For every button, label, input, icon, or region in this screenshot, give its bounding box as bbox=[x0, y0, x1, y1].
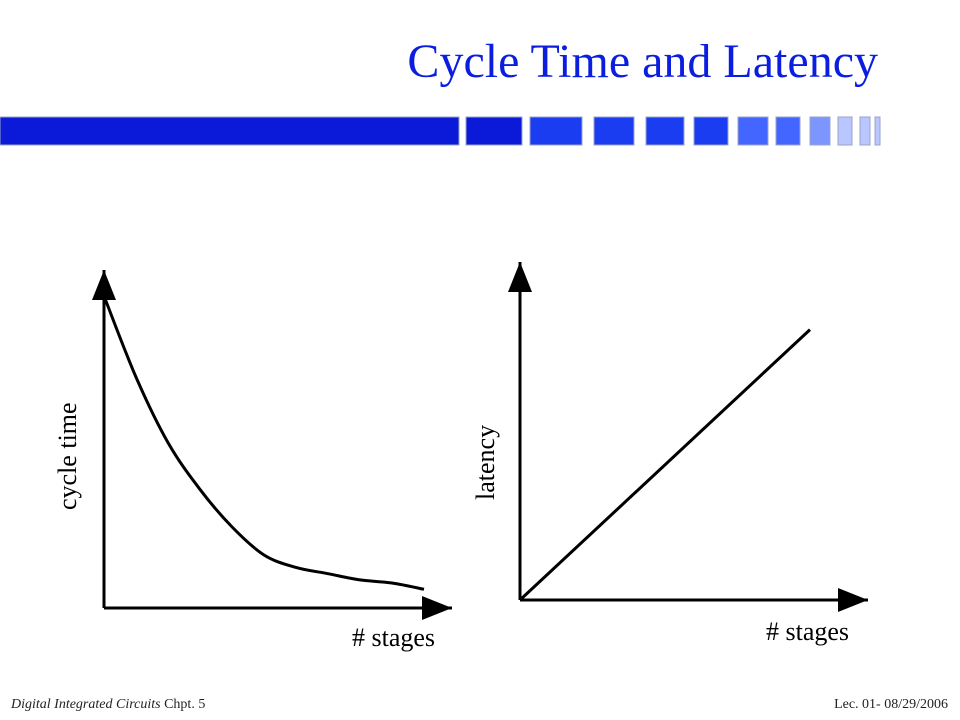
title-bar-segment-7 bbox=[737, 116, 769, 146]
title-bar-segment-8 bbox=[775, 116, 801, 146]
latency-x-label: # stages bbox=[766, 617, 849, 646]
latency-chart: # stages latency bbox=[471, 262, 868, 646]
title-bar-segment-9 bbox=[809, 116, 831, 146]
slide-title: Cycle Time and Latency bbox=[407, 35, 878, 88]
latency-series-line bbox=[518, 328, 812, 602]
latency-y-label: latency bbox=[471, 425, 500, 500]
footer-chapter: Chpt. 5 bbox=[164, 697, 206, 712]
footer-course: Digital Integrated Circuits bbox=[11, 697, 161, 712]
footer-left: Digital Integrated Circuits Chpt. 5 bbox=[11, 697, 205, 713]
title-bar-segment-3 bbox=[529, 116, 583, 146]
cycle-time-chart: # stages cycle time bbox=[53, 270, 452, 652]
title-bar-segment-12 bbox=[874, 116, 881, 146]
cycle-time-y-label: cycle time bbox=[53, 402, 82, 510]
title-bar-segment-1 bbox=[0, 116, 460, 146]
title-bar-segment-10 bbox=[837, 116, 853, 146]
title-bar-segment-5 bbox=[645, 116, 685, 146]
title-decoration-bar bbox=[0, 116, 881, 146]
title-bar-segment-6 bbox=[693, 116, 729, 146]
title-bar-segment-4 bbox=[593, 116, 635, 146]
title-bar-segment-11 bbox=[859, 116, 871, 146]
cycle-time-series-line bbox=[102, 295, 425, 591]
title-bar-segment-2 bbox=[465, 116, 523, 146]
footer-right: Lec. 01- 08/29/2006 bbox=[834, 697, 948, 712]
cycle-time-x-label: # stages bbox=[352, 623, 435, 652]
